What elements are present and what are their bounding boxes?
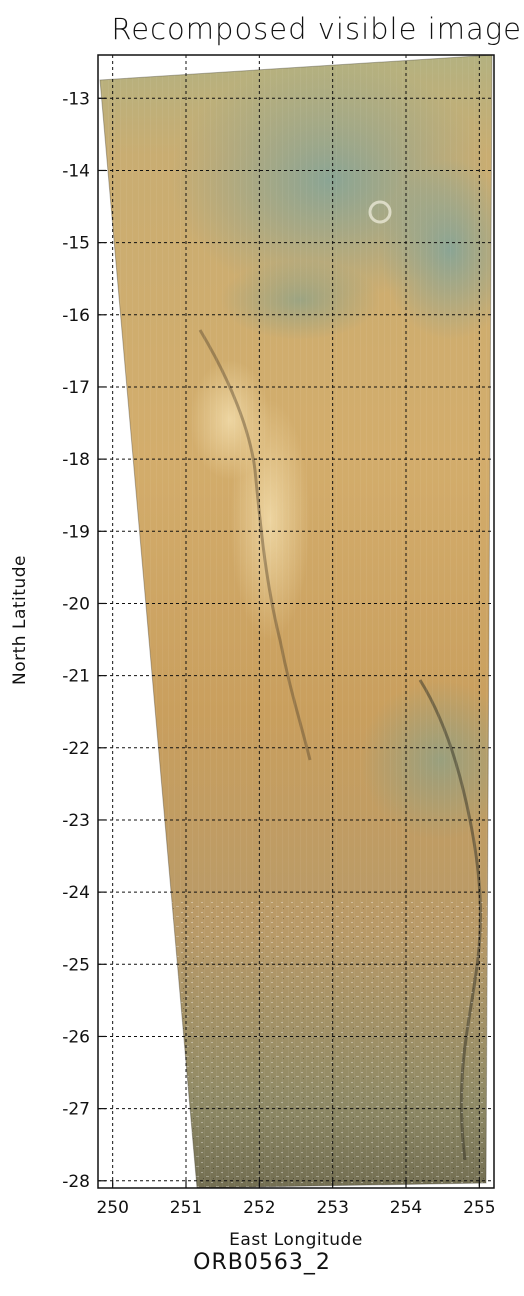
y-tick-label: -16 — [62, 306, 90, 326]
y-tick-label: -15 — [62, 234, 90, 254]
x-axis-ticks: 250 251 252 253 254 255 — [96, 1180, 496, 1218]
x-tick-label: 251 — [170, 1198, 202, 1218]
y-tick-label: -26 — [62, 1027, 90, 1047]
y-tick-label: -14 — [62, 161, 90, 181]
y-tick-label: -24 — [62, 883, 90, 903]
map-title: Recomposed visible image — [111, 12, 522, 46]
x-tick-label: 253 — [316, 1198, 348, 1218]
y-tick-label: -21 — [62, 667, 90, 687]
y-axis-title: North Latitude — [10, 555, 30, 685]
grid-lines — [98, 55, 494, 1188]
y-tick-label: -18 — [62, 450, 90, 470]
orbit-label: ORB0563_2 — [193, 1250, 331, 1275]
x-axis-title: East Longitude — [229, 1230, 363, 1250]
y-tick-label: -27 — [62, 1100, 90, 1120]
x-tick-label: 255 — [463, 1198, 495, 1218]
y-tick-label: -28 — [62, 1172, 90, 1192]
y-tick-label: -13 — [62, 89, 90, 109]
y-tick-label: -25 — [62, 955, 90, 975]
x-tick-label: 250 — [96, 1198, 128, 1218]
x-tick-label: 254 — [390, 1198, 422, 1218]
plot-frame — [97, 54, 495, 1189]
y-tick-label: -17 — [62, 378, 90, 398]
y-tick-label: -19 — [62, 522, 90, 542]
y-axis-ticks: -13 -14 -15 -16 -17 -18 -19 -20 -21 -22 -23 -24 -25 -… — [62, 89, 106, 1192]
y-tick-label: -23 — [62, 811, 90, 831]
x-tick-label: 252 — [243, 1198, 275, 1218]
y-tick-label: -20 — [62, 594, 90, 614]
y-tick-label: -22 — [62, 739, 90, 759]
